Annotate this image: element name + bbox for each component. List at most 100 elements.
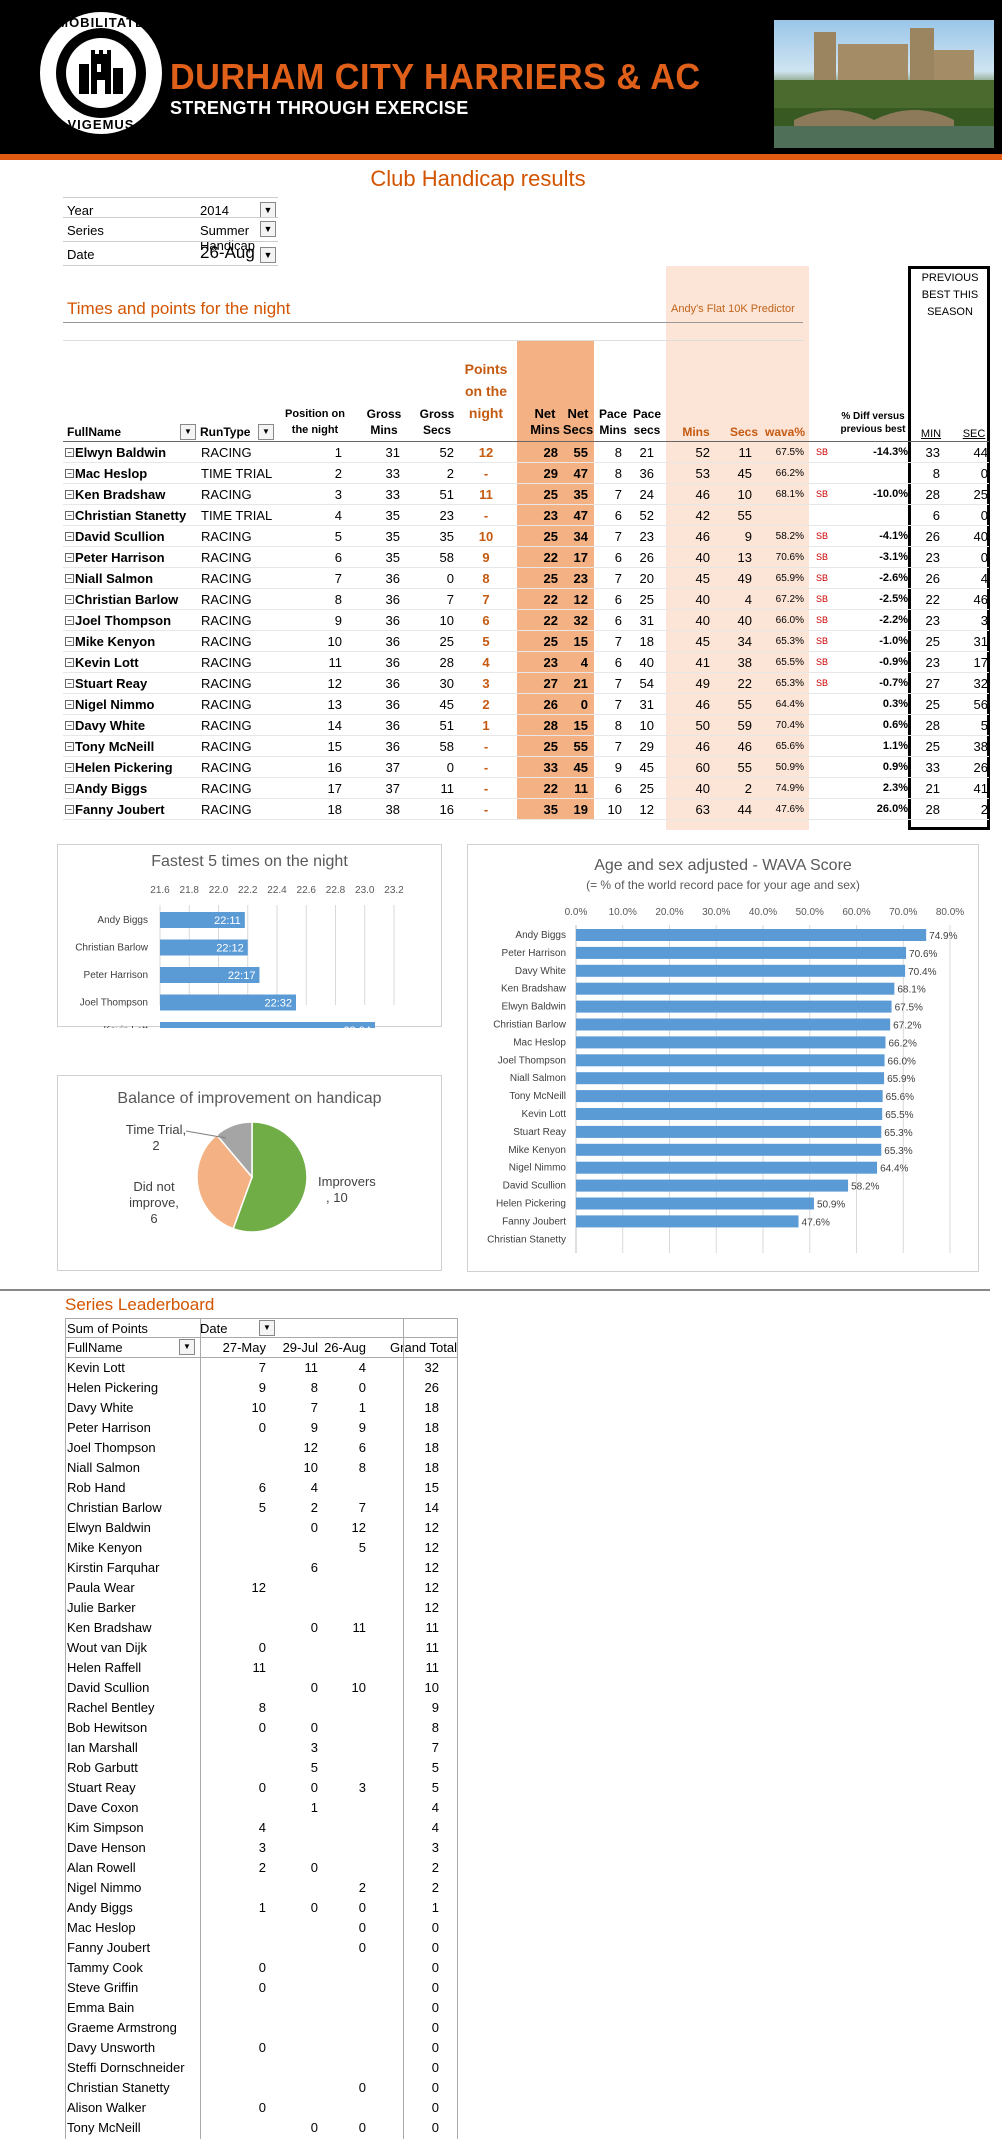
cell-ss: 22 [737,676,752,691]
data-label: 64.4% [880,1164,908,1175]
cell-pts: 5 [482,634,490,649]
x-tick-label: 22.2 [238,885,258,896]
cell-ps: 18 [639,634,654,649]
data-label: 65.6% [886,1092,914,1103]
data-label: 68.1% [897,985,925,996]
cell-pos: 11 [328,655,343,670]
filter-dropdown-icon[interactable]: ▼ [260,247,276,263]
bar [576,1072,885,1085]
points-cell: 0 [358,2120,366,2135]
cell-min: 23 [925,550,940,565]
cell-mm: 46 [695,739,710,754]
cell-wava: 65.5% [775,657,804,668]
expand-toggle-icon[interactable]: − [65,805,74,814]
bar [576,1018,891,1031]
expand-toggle-icon[interactable]: − [65,742,74,751]
run-type: RACING [201,529,252,544]
cell-sec: 0 [980,508,988,523]
season-best-badge: SB [816,489,829,499]
expand-toggle-icon[interactable]: − [65,574,74,583]
points-cell: 1 [258,1900,266,1915]
expand-toggle-icon[interactable]: − [65,616,74,625]
expand-toggle-icon[interactable]: − [65,490,74,499]
runner-name: Rob Hand [67,1480,126,1495]
cell-gs: 51 [439,718,454,733]
expand-toggle-icon[interactable]: − [65,658,74,667]
cell-ns: 4 [580,655,588,670]
cell-pos: 8 [334,592,342,607]
expand-toggle-icon[interactable]: − [65,763,74,772]
runner-name: Christian Barlow [67,1500,162,1515]
cell-nm: 25 [543,739,558,754]
runner-name: Julie Barker [67,1600,136,1615]
cell-pm: 9 [614,760,622,775]
cell-ns: 15 [573,718,588,733]
filter-dropdown-icon[interactable]: ▼ [260,221,276,237]
expand-toggle-icon[interactable]: − [65,595,74,604]
expand-toggle-icon[interactable]: − [65,721,74,730]
expand-toggle-icon[interactable]: − [65,448,74,457]
category-label: Davy White [515,966,567,977]
leaderboard-row: Alison Walker 0 0 [65,2098,455,2118]
grand-total-cell: 4 [431,1800,439,1815]
grand-total-cell: 7 [431,1740,439,1755]
cell-pos: 9 [334,613,342,628]
bar [576,1036,886,1049]
leaderboard-row: Mac Heslop 0 0 [65,1918,455,1938]
cell-ps: 40 [639,655,654,670]
filter-dropdown-icon[interactable]: ▼ [259,1320,275,1336]
cell-ss: 55 [737,760,752,775]
expand-toggle-icon[interactable]: − [65,511,74,520]
expand-toggle-icon[interactable]: − [65,637,74,646]
cell-pm: 6 [614,508,622,523]
cell-nm: 22 [543,781,558,796]
run-type: RACING [201,718,252,733]
grand-total-cell: 8 [431,1720,439,1735]
points-cell: 12 [303,1440,318,1455]
cell-mm: 63 [695,802,710,817]
cell-wava: 50.9% [775,762,804,773]
cell-ss: 40 [737,613,752,628]
cell-gs: 7 [446,592,454,607]
season-best-badge: SB [816,615,829,625]
grand-total-cell: 10 [424,1680,439,1695]
expand-toggle-icon[interactable]: − [65,679,74,688]
grand-total-cell: 11 [425,1640,440,1655]
pie-slice [232,1121,308,1233]
cell-mm: 49 [695,676,710,691]
cell-diff: 26.0% [876,803,908,815]
expand-toggle-icon[interactable]: − [65,532,74,541]
table-row: − David Scullion RACING 5 35 35 10 25 34 7 23 46 9 -4… [63,526,989,547]
cell-wava: 74.9% [775,783,804,794]
cell-diff: -4.1% [879,530,908,542]
filter-dropdown-icon[interactable]: ▼ [180,424,196,440]
points-cell: 11 [352,1620,367,1635]
grand-total-cell: 0 [431,2100,439,2115]
cell-ns: 35 [573,487,588,502]
expand-toggle-icon[interactable]: − [65,553,74,562]
season-best-badge: SB [816,594,829,604]
cell-ps: 29 [639,739,654,754]
pie-label: Time Trial, [126,1122,186,1137]
runner-name: Rachel Bentley [67,1700,155,1715]
category-label: Helen Pickering [496,1199,566,1210]
table-row: − Stuart Reay RACING 12 36 30 3 27 21 7 54 49 22 -0.7… [63,673,989,694]
data-label: 47.6% [802,1217,830,1228]
grand-total-cell: 5 [431,1760,439,1775]
cell-diff: -3.1% [879,551,908,563]
expand-toggle-icon[interactable]: − [65,700,74,709]
grand-total-cell: 26 [424,1380,439,1395]
cell-wava: 67.2% [775,594,804,605]
filter-label: Date [67,247,95,262]
bar [576,964,906,977]
col-header-min: MIN [920,428,942,440]
filter-dropdown-icon[interactable]: ▼ [260,202,276,218]
runner-name: Helen Raffell [67,1660,142,1675]
expand-toggle-icon[interactable]: − [65,469,74,478]
cell-wava: 65.9% [775,573,804,584]
points-cell: 6 [258,1480,266,1495]
cell-gs: 16 [439,802,454,817]
expand-toggle-icon[interactable]: − [65,784,74,793]
filter-dropdown-icon[interactable]: ▼ [179,1339,195,1355]
filter-dropdown-icon[interactable]: ▼ [258,424,274,440]
